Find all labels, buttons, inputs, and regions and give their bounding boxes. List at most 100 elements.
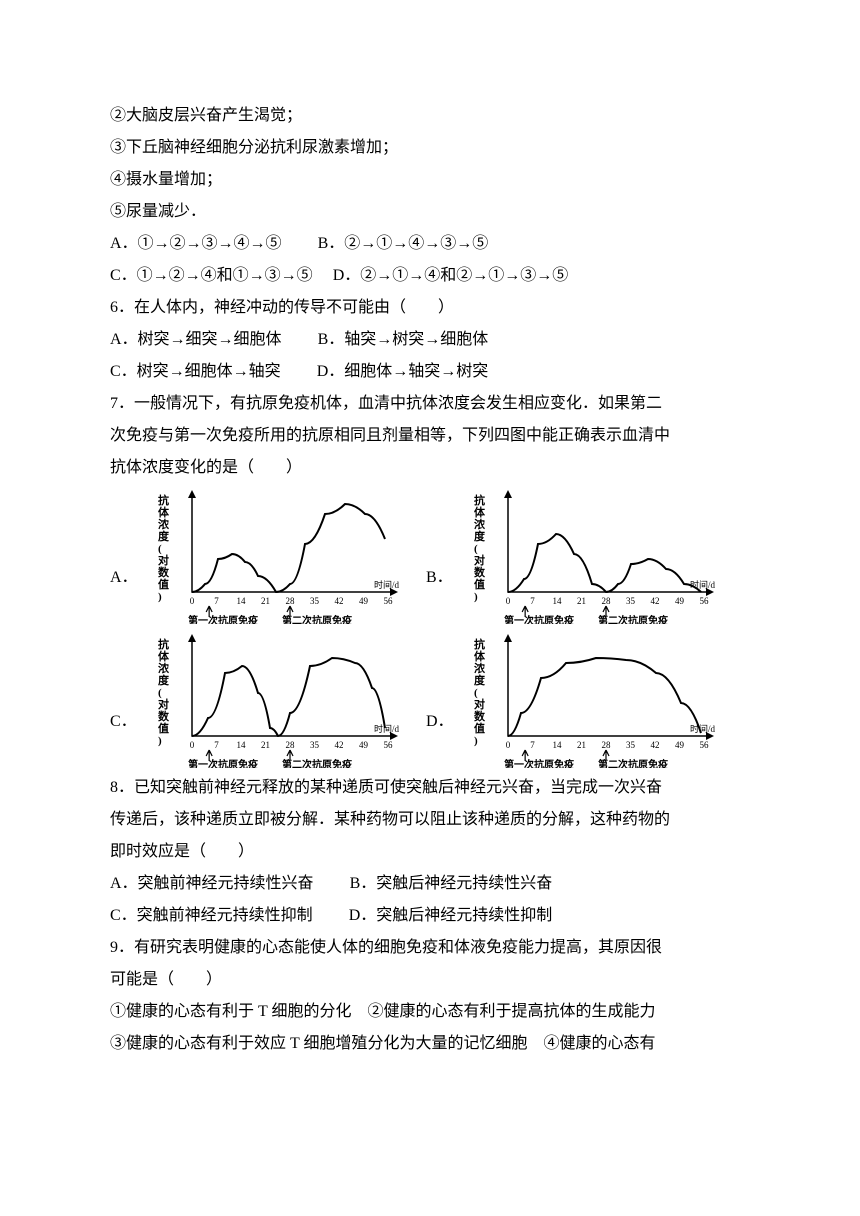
svg-text:28: 28 <box>286 596 296 606</box>
svg-text:42: 42 <box>651 596 660 606</box>
q8-stem: 传递后，该种递质立即被分解．某种药物可以阻止该种递质的分解，这种药物的 <box>110 804 750 836</box>
option-label-d: D． <box>426 706 450 768</box>
svg-text:28: 28 <box>286 740 296 750</box>
svg-text:): ) <box>158 735 162 747</box>
svg-text:56: 56 <box>384 740 394 750</box>
svg-text:数: 数 <box>474 565 486 579</box>
svg-text:第二次抗原免疫: 第二次抗原免疫 <box>598 758 668 768</box>
svg-text:35: 35 <box>626 596 636 606</box>
svg-text:度: 度 <box>474 673 486 687</box>
svg-text:0: 0 <box>190 596 195 606</box>
q7-charts-row1: A． 抗体浓度(对数值)0714212835424956时间/d第一次抗原免疫第… <box>110 484 750 624</box>
option-a: A．①→②→③→④→⑤ B．②→①→④→③→⑤ <box>110 228 750 260</box>
svg-text:56: 56 <box>700 740 710 750</box>
q8-stem: 8．已知突触前神经元释放的某种递质可使突触后神经元兴奋，当完成一次兴奋 <box>110 772 750 804</box>
chart-a: 抗体浓度(对数值)0714212835424956时间/d第一次抗原免疫第二次抗… <box>150 484 410 624</box>
option-c: C．突触前神经元持续性抑制 <box>110 907 313 924</box>
context-line: ③下丘脑神经细胞分泌抗利尿激素增加； <box>110 132 750 164</box>
svg-text:14: 14 <box>237 596 247 606</box>
svg-text:数: 数 <box>158 709 170 723</box>
svg-text:(: ( <box>474 687 478 699</box>
svg-text:0: 0 <box>190 740 195 750</box>
option-d: D．细胞体→轴突→树突 <box>317 363 489 380</box>
svg-text:体: 体 <box>158 505 170 519</box>
svg-text:浓: 浓 <box>158 661 170 675</box>
option-label-b: B． <box>426 562 450 624</box>
svg-text:35: 35 <box>310 740 320 750</box>
svg-text:14: 14 <box>553 740 563 750</box>
svg-text:时间/d: 时间/d <box>374 579 400 590</box>
svg-text:第一次抗原免疫: 第一次抗原免疫 <box>504 758 574 768</box>
svg-text:数: 数 <box>474 709 486 723</box>
q6-options-row1: A．树突→细突→细胞体 B．轴突→树突→细胞体 <box>110 324 750 356</box>
q8-stem: 即时效应是（ ） <box>110 836 750 868</box>
chart-b: 抗体浓度(对数值)0714212835424956时间/d第一次抗原免疫第二次抗… <box>466 484 726 624</box>
q6-options-row2: C．树突→细胞体→轴突 D．细胞体→轴突→树突 <box>110 356 750 388</box>
svg-text:浓: 浓 <box>158 517 170 531</box>
q8-options-row1: A．突触前神经元持续性兴奋 B．突触后神经元持续性兴奋 <box>110 868 750 900</box>
svg-text:): ) <box>158 591 162 603</box>
chart-d: 抗体浓度(对数值)0714212835424956时间/d第一次抗原免疫第二次抗… <box>466 628 726 768</box>
svg-text:56: 56 <box>700 596 710 606</box>
svg-text:第一次抗原免疫: 第一次抗原免疫 <box>188 614 258 624</box>
svg-text:(: ( <box>158 687 162 699</box>
svg-text:49: 49 <box>675 596 685 606</box>
option-c: C．树突→细胞体→轴突 <box>110 363 281 380</box>
svg-text:度: 度 <box>158 673 170 687</box>
svg-text:49: 49 <box>675 740 685 750</box>
q7-stem: 抗体浓度变化的是（ ） <box>110 452 750 484</box>
option-text: C．①→②→④和①→③→⑤ <box>110 267 313 284</box>
svg-text:时间/d: 时间/d <box>374 723 400 734</box>
option-text: D．②→①→④和②→①→③→⑤ <box>333 267 569 284</box>
svg-text:42: 42 <box>651 740 660 750</box>
context-line: ④摄水量增加； <box>110 164 750 196</box>
svg-text:度: 度 <box>158 529 170 543</box>
q8-options-row2: C．突触前神经元持续性抑制 D．突触后神经元持续性抑制 <box>110 900 750 932</box>
option-b: B．轴突→树突→细胞体 <box>318 331 489 348</box>
svg-text:抗: 抗 <box>474 637 485 651</box>
option-b: B．突触后神经元持续性兴奋 <box>350 875 553 892</box>
chart-c: 抗体浓度(对数值)0714212835424956时间/d第一次抗原免疫第二次抗… <box>150 628 410 768</box>
svg-text:7: 7 <box>530 740 535 750</box>
svg-text:值: 值 <box>474 721 485 735</box>
context-line: ⑤尿量减少． <box>110 196 750 228</box>
svg-text:42: 42 <box>335 596 344 606</box>
svg-text:时间/d: 时间/d <box>690 723 716 734</box>
svg-text:): ) <box>474 591 478 603</box>
svg-text:抗: 抗 <box>158 637 169 651</box>
svg-text:抗: 抗 <box>158 493 169 507</box>
svg-text:值: 值 <box>158 577 169 591</box>
option-a: A．突触前神经元持续性兴奋 <box>110 875 314 892</box>
svg-text:第一次抗原免疫: 第一次抗原免疫 <box>504 614 574 624</box>
svg-text:7: 7 <box>214 596 219 606</box>
option-text: B．②→①→④→③→⑤ <box>318 235 489 252</box>
svg-text:35: 35 <box>310 596 320 606</box>
svg-text:35: 35 <box>626 740 636 750</box>
svg-text:21: 21 <box>261 596 270 606</box>
svg-text:值: 值 <box>474 577 485 591</box>
svg-text:49: 49 <box>359 596 369 606</box>
svg-text:抗: 抗 <box>474 493 485 507</box>
option-label-c: C． <box>110 706 134 768</box>
svg-text:49: 49 <box>359 740 369 750</box>
svg-text:): ) <box>474 735 478 747</box>
svg-text:7: 7 <box>530 596 535 606</box>
option-text: A．①→②→③→④→⑤ <box>110 235 282 252</box>
svg-text:21: 21 <box>577 596 586 606</box>
q7-stem: 7．一般情况下，有抗原免疫机体，血清中抗体浓度会发生相应变化．如果第二 <box>110 388 750 420</box>
svg-text:56: 56 <box>384 596 394 606</box>
svg-text:21: 21 <box>577 740 586 750</box>
svg-text:度: 度 <box>474 529 486 543</box>
q6-stem: 6．在人体内，神经冲动的传导不可能由（ ） <box>110 292 750 324</box>
svg-text:28: 28 <box>602 740 612 750</box>
option-d: D．突触后神经元持续性抑制 <box>349 907 553 924</box>
svg-text:14: 14 <box>553 596 563 606</box>
svg-text:21: 21 <box>261 740 270 750</box>
svg-text:第二次抗原免疫: 第二次抗原免疫 <box>282 614 352 624</box>
option-label-a: A． <box>110 562 134 624</box>
svg-text:体: 体 <box>474 649 486 663</box>
q9-sub: ①健康的心态有利于 T 细胞的分化 ②健康的心态有利于提高抗体的生成能力 <box>110 996 750 1028</box>
svg-text:时间/d: 时间/d <box>690 579 716 590</box>
svg-text:值: 值 <box>158 721 169 735</box>
svg-text:体: 体 <box>158 649 170 663</box>
